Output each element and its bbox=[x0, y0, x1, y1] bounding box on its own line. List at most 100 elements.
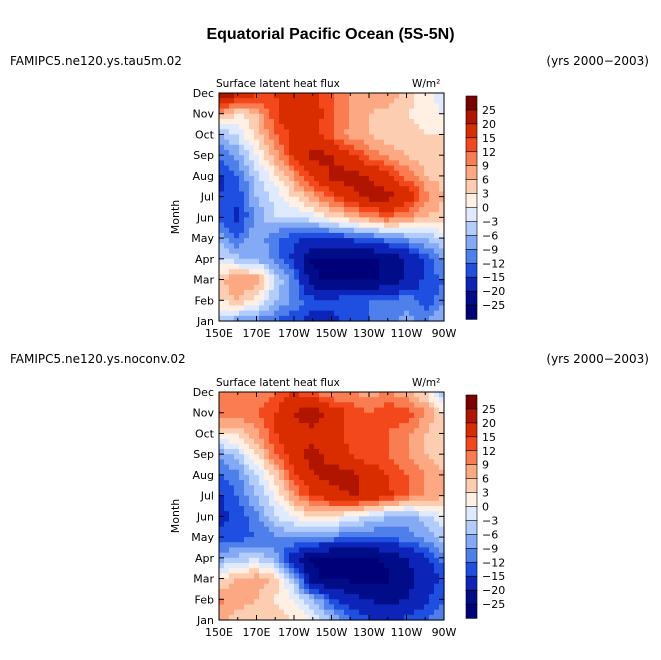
heatmap-cell bbox=[349, 594, 355, 600]
heatmap-cell bbox=[384, 552, 390, 559]
heatmap-cell bbox=[279, 144, 285, 151]
heatmap-cell bbox=[244, 397, 250, 403]
heatmap-cell bbox=[369, 248, 375, 255]
heatmap-cell bbox=[424, 417, 430, 424]
heatmap-cell bbox=[399, 594, 405, 600]
heatmap-cell bbox=[424, 526, 430, 533]
heatmap-cell bbox=[259, 604, 265, 611]
heatmap-cell bbox=[439, 289, 445, 296]
heatmap-cell bbox=[229, 191, 235, 198]
heatmap-cell bbox=[324, 93, 330, 99]
heatmap-cell bbox=[279, 170, 285, 177]
heatmap-cell bbox=[434, 506, 440, 512]
heatmap-cell bbox=[399, 449, 405, 455]
heatmap-cell bbox=[219, 609, 225, 616]
heatmap-cell bbox=[229, 392, 235, 398]
heatmap-cell bbox=[309, 264, 315, 270]
heatmap-cell bbox=[369, 93, 375, 99]
heatmap-cell bbox=[409, 438, 415, 445]
heatmap-cell bbox=[284, 103, 290, 110]
heatmap-cell bbox=[219, 583, 225, 590]
heatmap-cell bbox=[374, 238, 380, 244]
y-tick-label: Sep bbox=[193, 149, 214, 162]
heatmap-cell bbox=[424, 402, 430, 409]
heatmap-cell bbox=[354, 284, 360, 291]
heatmap-cell bbox=[339, 547, 345, 554]
heatmap-cell bbox=[224, 614, 230, 621]
heatmap-cell bbox=[374, 588, 380, 595]
heatmap-cell bbox=[244, 98, 250, 104]
heatmap-cell bbox=[264, 201, 270, 208]
heatmap-cell bbox=[274, 186, 280, 193]
heatmap-cell bbox=[309, 118, 315, 125]
heatmap-cell bbox=[254, 310, 260, 317]
x-tick-label: 170W bbox=[278, 626, 310, 639]
heatmap-cell bbox=[304, 542, 310, 549]
heatmap-cell bbox=[429, 537, 435, 543]
heatmap-cell bbox=[294, 583, 300, 590]
heatmap-cell bbox=[264, 428, 270, 435]
heatmap-cell bbox=[259, 253, 265, 260]
heatmap-cell bbox=[294, 165, 300, 172]
heatmap-cell bbox=[224, 578, 230, 585]
heatmap-cell bbox=[294, 392, 300, 398]
heatmap-cell bbox=[339, 300, 345, 307]
heatmap-cell bbox=[324, 495, 330, 502]
heatmap-cell bbox=[239, 583, 245, 590]
heatmap-cell bbox=[319, 464, 325, 471]
y-tick-label: Apr bbox=[195, 552, 215, 565]
heatmap-cell bbox=[389, 289, 395, 296]
heatmap-cell bbox=[394, 464, 400, 471]
heatmap-cell bbox=[429, 521, 435, 528]
heatmap-cell bbox=[239, 181, 245, 187]
heatmap-cell bbox=[409, 170, 415, 177]
heatmap-cell bbox=[434, 531, 440, 538]
heatmap-cell bbox=[264, 139, 270, 146]
heatmap-cell bbox=[249, 222, 255, 229]
heatmap-cell bbox=[324, 243, 330, 250]
heatmap-cell bbox=[259, 464, 265, 471]
heatmap-cell bbox=[304, 212, 310, 218]
heatmap-cell bbox=[404, 222, 410, 229]
heatmap-cell bbox=[379, 196, 385, 203]
heatmap-cell bbox=[304, 191, 310, 198]
heatmap-cell bbox=[239, 521, 245, 528]
heatmap-cell bbox=[329, 98, 335, 104]
heatmap-cell bbox=[379, 315, 385, 322]
heatmap-cell bbox=[244, 118, 250, 125]
heatmap-cell bbox=[274, 181, 280, 187]
heatmap-cell bbox=[434, 469, 440, 476]
heatmap-cell bbox=[234, 124, 240, 130]
heatmap-cell bbox=[219, 124, 225, 130]
heatmap-cell bbox=[439, 423, 445, 429]
heatmap-cell bbox=[324, 428, 330, 435]
heatmap-cell bbox=[359, 604, 365, 611]
heatmap-cell bbox=[289, 516, 295, 523]
heatmap-cell bbox=[259, 485, 265, 492]
heatmap-cell bbox=[404, 253, 410, 260]
heatmap-cell bbox=[249, 129, 255, 136]
heatmap-cell bbox=[304, 469, 310, 476]
heatmap-cell bbox=[304, 258, 310, 265]
heatmap-cell bbox=[349, 284, 355, 291]
heatmap-cell bbox=[289, 480, 295, 486]
heatmap-cell bbox=[434, 118, 440, 125]
heatmap-cell bbox=[414, 134, 420, 141]
heatmap-cell bbox=[384, 485, 390, 492]
heatmap-cell bbox=[314, 222, 320, 229]
heatmap-cell bbox=[314, 274, 320, 281]
heatmap-cell bbox=[399, 547, 405, 554]
heatmap-cell bbox=[294, 113, 300, 120]
heatmap-cell bbox=[319, 217, 325, 224]
colorbar-label: 6 bbox=[482, 174, 489, 187]
heatmap-cell bbox=[299, 222, 305, 229]
heatmap-cell bbox=[434, 186, 440, 193]
heatmap-cell bbox=[219, 516, 225, 523]
heatmap-cell bbox=[359, 258, 365, 265]
heatmap-cell bbox=[234, 150, 240, 156]
heatmap-cell bbox=[344, 160, 350, 167]
heatmap-cell bbox=[344, 438, 350, 445]
heatmap-cell bbox=[424, 253, 430, 260]
heatmap-cell bbox=[349, 93, 355, 99]
heatmap-cell bbox=[219, 150, 225, 156]
